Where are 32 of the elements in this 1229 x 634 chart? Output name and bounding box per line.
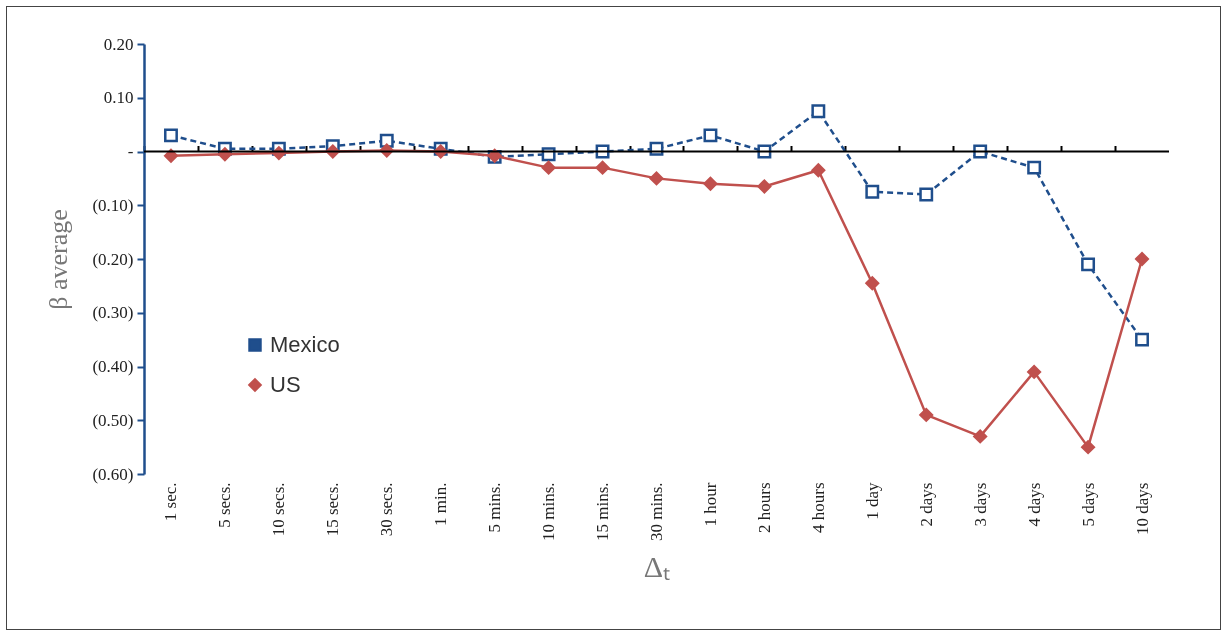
x-tick-label: 1 hour bbox=[700, 482, 720, 527]
legend-label: Mexico bbox=[270, 332, 340, 357]
y-tick-label: (0.40) bbox=[92, 357, 134, 376]
legend-label: US bbox=[270, 372, 301, 397]
y-tick-label: (0.30) bbox=[92, 303, 134, 323]
x-tick-label: 4 days bbox=[1024, 482, 1044, 527]
y-tick-label: (0.10) bbox=[92, 195, 134, 215]
y-tick-label: (0.20) bbox=[92, 249, 134, 269]
y-tick-label: - bbox=[127, 142, 134, 161]
y-tick-label: (0.50) bbox=[92, 410, 134, 430]
x-tick-label: 10 days bbox=[1132, 482, 1152, 535]
x-tick-label: 10 secs. bbox=[269, 482, 289, 537]
x-tick-label: 2 days bbox=[916, 482, 936, 527]
y-tick-label: 0.10 bbox=[103, 88, 134, 108]
x-axis-title: Δₜ bbox=[643, 550, 671, 584]
y-tick-label: (0.60) bbox=[92, 464, 134, 484]
x-tick-label: 15 mins. bbox=[593, 482, 613, 542]
x-tick-label: 1 sec. bbox=[161, 482, 181, 522]
x-tick-label: 1 day bbox=[862, 482, 882, 520]
x-tick-label: 5 days bbox=[1078, 482, 1098, 527]
x-tick-label: 5 mins. bbox=[485, 482, 505, 533]
x-tick-label: 30 secs. bbox=[377, 482, 397, 537]
x-tick-label: 5 secs. bbox=[215, 482, 235, 528]
x-tick-label: 10 mins. bbox=[539, 482, 559, 542]
x-tick-label: 3 days bbox=[970, 482, 990, 527]
x-tick-label: 2 hours bbox=[754, 482, 774, 534]
x-tick-label: 15 secs. bbox=[323, 482, 343, 537]
x-tick-label: 1 min. bbox=[431, 482, 451, 526]
y-axis-title: β average bbox=[44, 209, 74, 310]
x-tick-label: 4 hours bbox=[808, 482, 828, 534]
y-tick-label: 0.20 bbox=[103, 34, 134, 54]
x-tick-label: 30 mins. bbox=[647, 482, 666, 542]
